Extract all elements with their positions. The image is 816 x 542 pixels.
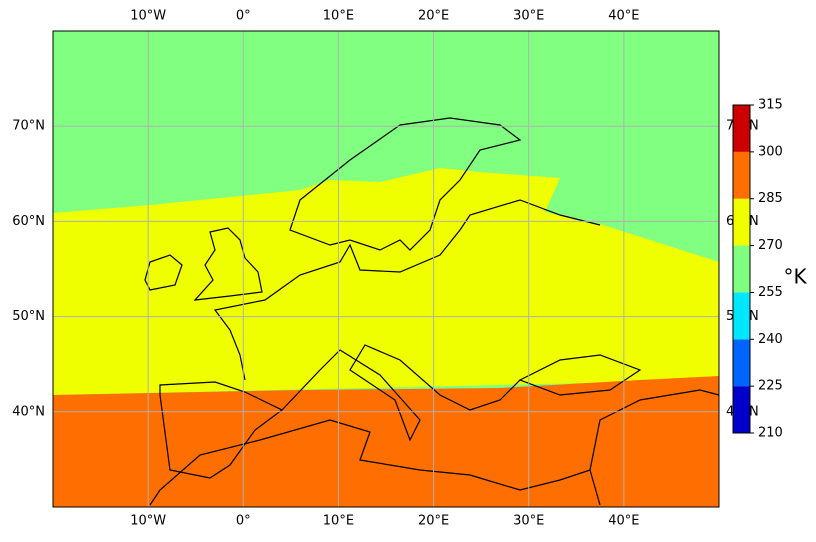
colorbar-band (733, 245, 750, 293)
coastline (281, 344, 521, 442)
x-tick-label: 0° (236, 514, 251, 529)
colorbar-tick-label: 315 (758, 98, 783, 113)
colorbar-tick-label: 240 (758, 332, 783, 347)
colorbar-tick-label: 225 (758, 379, 783, 394)
map-frame (52, 30, 720, 508)
colorbar-label: °K (783, 265, 807, 289)
x-tick-label: 30°E (513, 514, 544, 529)
y-tick-label: 40°N (12, 404, 45, 419)
colorbar: 210 225 240 255 270 285 300 315 (732, 98, 783, 441)
colorbar-frame (732, 104, 751, 434)
colorbar-band (733, 339, 750, 387)
colorbar-band (733, 151, 750, 199)
coastline (149, 419, 601, 506)
coastline (159, 381, 284, 479)
x-tick-label: 10°E (323, 514, 354, 529)
x-tick-label: 10°W (130, 514, 166, 529)
x-tick-label: 0° (236, 9, 251, 24)
x-tick-label: 10°E (323, 9, 354, 24)
field-region (53, 168, 719, 395)
coastline (213, 199, 601, 381)
coastline (589, 389, 720, 471)
colorbar-band (733, 198, 750, 246)
x-tick-label: 30°E (513, 9, 544, 24)
colorbar-band (733, 386, 750, 433)
colorbar-tick-label: 300 (758, 144, 783, 159)
colorbar-tick-label: 210 (758, 426, 783, 441)
colorbar-tick-label: 285 (758, 191, 783, 206)
colorbar-tick-label: 255 (758, 285, 783, 300)
temperature-field (53, 31, 719, 507)
coastline (518, 354, 642, 396)
colorbar-band (733, 105, 750, 152)
colorbar-tick-label: 270 (758, 238, 783, 253)
coastline (144, 254, 183, 291)
x-tick-label: 40°E (608, 9, 639, 24)
field-region (53, 376, 719, 507)
coastlines (144, 117, 720, 506)
coastline (289, 117, 522, 251)
y-tick-label: 50°N (12, 309, 45, 324)
x-tick-label: 20°E (418, 9, 449, 24)
x-tick-label: 40°E (608, 514, 639, 529)
x-tick-label: 20°E (418, 514, 449, 529)
coastline (193, 227, 263, 301)
x-tick-label: 10°W (130, 9, 166, 24)
colorbar-band (733, 292, 750, 340)
y-tick-label: 70°N (12, 119, 45, 134)
y-tick-label: 60°N (12, 214, 45, 229)
